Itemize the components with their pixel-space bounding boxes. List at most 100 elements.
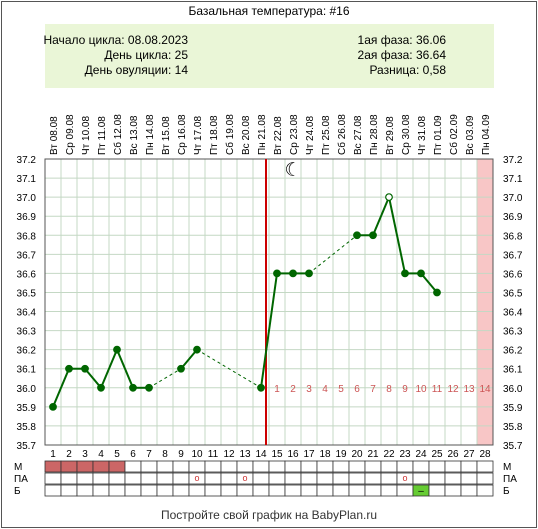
y-tick-label-left: 36.8 bbox=[17, 231, 37, 242]
y-tick-label-left: 36.2 bbox=[17, 346, 37, 357]
date-label: Чт 17.08 bbox=[193, 116, 204, 155]
temperature-point bbox=[97, 383, 105, 392]
cycle-day-number: 18 bbox=[319, 449, 331, 460]
chart-title: Базальная температура: #16 bbox=[188, 4, 350, 18]
luteal-day-number: 6 bbox=[354, 384, 360, 395]
table-cell bbox=[124, 460, 142, 473]
table-cell bbox=[476, 472, 494, 485]
temperature-point bbox=[129, 383, 137, 392]
y-tick-label-right: 36.0 bbox=[503, 384, 523, 395]
table-row-label-left: М bbox=[14, 462, 22, 473]
date-label: Ср 23.08 bbox=[289, 114, 300, 155]
forecast-band bbox=[477, 159, 493, 445]
temperature-line bbox=[388, 196, 406, 274]
table-cell bbox=[428, 484, 446, 497]
table-cell bbox=[172, 472, 190, 485]
y-tick-label-left: 36.5 bbox=[17, 288, 37, 299]
table-row-label-left: Б bbox=[14, 486, 21, 497]
table-cell bbox=[156, 484, 174, 497]
luteal-day-number: 1 bbox=[274, 384, 280, 395]
table-cell bbox=[220, 460, 238, 473]
date-label: Пн 04.09 bbox=[481, 114, 492, 155]
cycle-day-number: 21 bbox=[367, 449, 379, 460]
table-cell bbox=[268, 484, 286, 497]
temperature-point bbox=[353, 231, 361, 240]
date-label: Сб 02.09 bbox=[448, 114, 460, 155]
table-cell bbox=[348, 460, 366, 473]
cycle-day-number: 9 bbox=[178, 449, 184, 460]
date-label: Вт 15.08 bbox=[161, 116, 172, 155]
temperature-point bbox=[305, 269, 313, 278]
table-cell bbox=[284, 460, 302, 473]
luteal-day-number: 2 bbox=[290, 384, 296, 395]
cycle-day-number: 20 bbox=[351, 449, 363, 460]
table-cell bbox=[284, 472, 302, 485]
table-cell bbox=[332, 472, 350, 485]
temperature-point bbox=[273, 269, 281, 278]
date-label: Ср 09.08 bbox=[65, 114, 76, 155]
date-label: Ср 30.08 bbox=[401, 114, 412, 155]
cycle-start: Начало цикла: 08.08.2023 bbox=[43, 33, 188, 47]
table-cell bbox=[204, 460, 222, 473]
cycle-day-number: 24 bbox=[415, 449, 427, 460]
y-tick-label-right: 36.5 bbox=[503, 288, 523, 299]
y-tick-label-left: 36.7 bbox=[17, 250, 37, 261]
phase1-temp: 1ая фаза: 36.06 bbox=[357, 33, 446, 47]
footer-link[interactable]: Постройте свой график на BabyPlan.ru bbox=[160, 508, 378, 522]
y-tick-label-left: 36.6 bbox=[17, 269, 37, 280]
table-cell bbox=[364, 460, 382, 473]
table-cell bbox=[348, 484, 366, 497]
table-cell bbox=[396, 484, 414, 497]
cycle-day-number: 2 bbox=[66, 449, 72, 460]
date-label: Чт 24.08 bbox=[305, 116, 316, 155]
temperature-point bbox=[369, 231, 377, 240]
table-cell bbox=[300, 460, 318, 473]
table-cell bbox=[380, 472, 398, 485]
y-tick-label-left: 36.4 bbox=[17, 308, 37, 319]
table-cell bbox=[172, 484, 190, 497]
y-tick-label-right: 36.6 bbox=[503, 269, 523, 280]
temperature-line bbox=[52, 368, 70, 408]
table-cell bbox=[476, 484, 494, 497]
y-tick-label-left: 37.1 bbox=[17, 174, 37, 185]
temperature-gap-line bbox=[196, 349, 262, 389]
luteal-day-number: 14 bbox=[479, 384, 491, 395]
temperature-line bbox=[180, 349, 198, 370]
y-tick-label-right: 36.9 bbox=[503, 212, 523, 223]
temperature-point bbox=[385, 193, 393, 202]
table-cell bbox=[236, 484, 254, 497]
table-cell bbox=[44, 460, 62, 473]
temperature-gap-line bbox=[308, 234, 358, 274]
y-tick-label-right: 36.4 bbox=[503, 308, 523, 319]
date-label: Вт 08.08 bbox=[49, 116, 60, 155]
table-cell bbox=[268, 472, 286, 485]
date-label: Пн 28.08 bbox=[369, 114, 380, 155]
date-label: Пт 01.09 bbox=[433, 115, 444, 155]
table-cell bbox=[108, 460, 126, 473]
y-tick-label-right: 35.8 bbox=[503, 422, 523, 433]
cycle-day-number: 23 bbox=[399, 449, 411, 460]
temperature-point bbox=[177, 364, 185, 373]
y-tick-label-right: 37.0 bbox=[503, 193, 523, 204]
cycle-day-number: 26 bbox=[447, 449, 459, 460]
date-label: Ср 16.08 bbox=[177, 114, 188, 155]
temperature-point bbox=[433, 288, 441, 297]
date-label: Чт 10.08 bbox=[81, 116, 92, 155]
y-tick-label-left: 36.1 bbox=[17, 365, 37, 376]
table-cell bbox=[380, 460, 398, 473]
table-cell bbox=[60, 460, 78, 473]
table-cell bbox=[188, 460, 206, 473]
table-cell bbox=[380, 484, 398, 497]
y-tick-label-right: 36.1 bbox=[503, 365, 523, 376]
temperature-point bbox=[401, 269, 409, 278]
temperature-line bbox=[420, 272, 438, 294]
date-label: Сб 12.08 bbox=[112, 114, 124, 155]
temperature-line bbox=[84, 368, 102, 389]
y-tick-label-left: 37.2 bbox=[17, 155, 37, 166]
y-tick-label-left: 36.9 bbox=[17, 212, 37, 223]
table-cell bbox=[140, 484, 158, 497]
table-cell bbox=[412, 460, 430, 473]
table-cell bbox=[316, 472, 334, 485]
table-cell bbox=[220, 472, 238, 485]
